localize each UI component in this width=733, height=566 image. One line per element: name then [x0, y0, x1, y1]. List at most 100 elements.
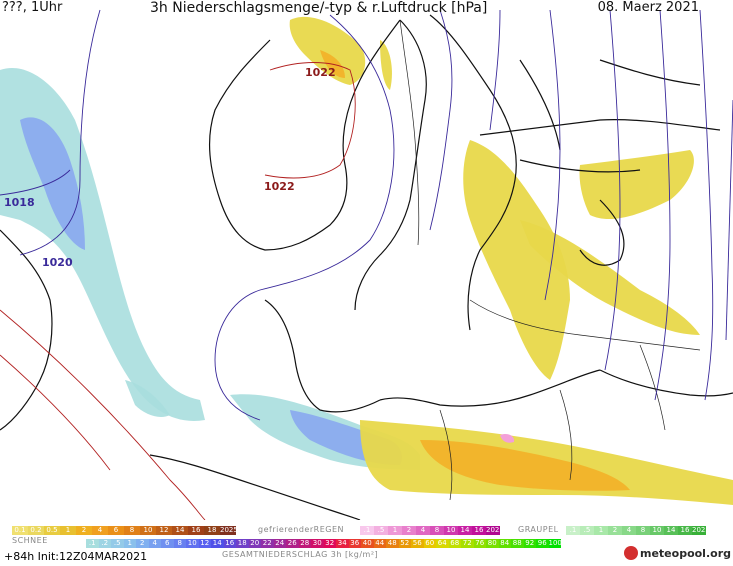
freezing-scale-cell: 14: [458, 526, 472, 535]
total-scale-cell: 6: [161, 539, 174, 548]
precipitation-snow-field: [0, 68, 420, 470]
total-scale-cell: 60: [423, 539, 436, 548]
rain-color-scale: 0.1 0.2 0.5 1 2 4 6 8 10 12 14 16 18 2025+: [12, 526, 244, 535]
graupel-scale-cell: 4: [622, 526, 636, 535]
forecast-date: 08. Maerz 2021: [597, 0, 699, 15]
map-canvas: 1022 1022 1018 1020: [0, 9, 733, 521]
total-scale-cell: 10: [186, 539, 199, 548]
rain-scale-cell: 6: [108, 526, 124, 535]
graupel-scale-cell: 2: [608, 526, 622, 535]
rain-scale-cell: 2: [76, 526, 92, 535]
isobar-label-1020: 1020: [42, 256, 73, 269]
logo-text: meteopool.org: [640, 547, 731, 560]
rain-scale-cell: 0.5: [44, 526, 60, 535]
total-scale-cell: 48: [386, 539, 399, 548]
freezing-scale-cell: .1: [360, 526, 374, 535]
rain-scale-cell: 0.2: [28, 526, 44, 535]
isobars-blue: [0, 9, 733, 421]
rain-scale-cell: 1: [60, 526, 76, 535]
total-scale-cell: 4: [148, 539, 161, 548]
total-scale-cell: 32: [323, 539, 336, 548]
graupel-scale-cell: .1: [566, 526, 580, 535]
graupel-color-scale: .1.5 1 2 4 8 10 14 16 2025+: [566, 526, 716, 535]
graupel-scale-cell: 10: [650, 526, 664, 535]
graupel-scale-cell: 2025+: [692, 526, 716, 535]
total-scale-cell: 34: [336, 539, 349, 548]
freezing-scale-cell: 16: [472, 526, 486, 535]
total-scale-cell: 2: [136, 539, 149, 548]
total-scale-cell: 80: [486, 539, 499, 548]
snow-label: SCHNEE: [12, 536, 48, 545]
total-scale-cell: .2: [98, 539, 111, 548]
total-scale-cell: 56: [411, 539, 424, 548]
freezing-scale-cell: 2: [402, 526, 416, 535]
forecast-time-label: ???, 1Uhr: [2, 0, 63, 15]
weather-map: 1022 1022 1018 1020 ???, 1Uhr 3h Nieders…: [0, 0, 733, 521]
graupel-scale-cell: 8: [636, 526, 650, 535]
total-scale-cell: 16: [223, 539, 236, 548]
freezing-scale-cell: 2025+: [486, 526, 510, 535]
isobar-label-1018: 1018: [4, 196, 35, 209]
freezing-scale-cell: 10: [444, 526, 458, 535]
graupel-scale-cell: 14: [664, 526, 678, 535]
freezing-scale-cell: .5: [374, 526, 388, 535]
total-scale-cell: 84: [498, 539, 511, 548]
total-scale-cell: 72: [461, 539, 474, 548]
total-scale-cell: 96: [536, 539, 549, 548]
total-scale-cell: .5: [111, 539, 124, 548]
isobars-red: [0, 62, 356, 521]
meteopool-logo-icon: [624, 546, 638, 560]
total-scale-cell: 18: [236, 539, 249, 548]
rain-scale-cell: 8: [124, 526, 140, 535]
rain-scale-cell: 12: [156, 526, 172, 535]
map-title: 3h Niederschlagsmenge/-typ & r.Luftdruck…: [150, 0, 488, 16]
total-scale-cell: 30: [311, 539, 324, 548]
coastlines: [0, 14, 733, 521]
total-scale-cell: 44: [373, 539, 386, 548]
meteopool-logo[interactable]: meteopool.org: [624, 546, 731, 560]
total-scale-cell: 24: [273, 539, 286, 548]
total-scale-cell: 100: [548, 539, 562, 548]
graupel-scale-cell: 16: [678, 526, 692, 535]
total-scale-cell: 36: [348, 539, 361, 548]
total-scale-cell: 8: [173, 539, 186, 548]
total-scale-cell: 22: [261, 539, 274, 548]
total-scale-cell: 26: [286, 539, 299, 548]
total-scale-cell: 12: [198, 539, 211, 548]
total-precip-label: GESAMTNIEDERSCHLAG 3h [kg/m²]: [222, 550, 379, 559]
isobar-label-1022-south: 1022: [264, 180, 295, 193]
rain-scale-cell: 2025+: [220, 526, 244, 535]
precipitation-rain-field: [289, 16, 733, 505]
total-scale-cell: 76: [473, 539, 486, 548]
freezing-rain-label: gefrierenderREGEN: [258, 525, 344, 534]
total-scale-cell: .1: [86, 539, 99, 548]
graupel-scale-cell: .5: [580, 526, 594, 535]
freezing-scale-cell: 4: [416, 526, 430, 535]
total-scale-cell: 88: [511, 539, 524, 548]
graupel-label: GRAUPEL: [518, 525, 559, 534]
legend-panel: 0.1 0.2 0.5 1 2 4 6 8 10 12 14 16 18 2025+ gefrierend…: [0, 520, 733, 566]
isobar-label-1022-north: 1022: [305, 66, 336, 79]
freezing-rain-color-scale: .1.5 1 2 4 8 10 14 16 2025+: [360, 526, 510, 535]
total-scale-cell: 92: [523, 539, 536, 548]
total-scale-cell: 28: [298, 539, 311, 548]
freezing-scale-cell: 8: [430, 526, 444, 535]
rain-scale-cell: 16: [188, 526, 204, 535]
total-scale-cell: 52: [398, 539, 411, 548]
model-run-label: +84h Init:12Z04MAR2021: [4, 550, 148, 563]
freezing-scale-cell: 1: [388, 526, 402, 535]
total-scale-cell: 40: [361, 539, 374, 548]
rain-scale-cell: 0.1: [12, 526, 28, 535]
total-precip-color-scale: .1.2.5 1 2 4 6 8 10 12 14 16 18 20 22 24 26 28 30 32 34 36 4…: [86, 539, 562, 548]
rain-scale-cell: 18: [204, 526, 220, 535]
rain-scale-cell: 10: [140, 526, 156, 535]
total-scale-cell: 14: [211, 539, 224, 548]
total-scale-cell: 64: [436, 539, 449, 548]
total-scale-cell: 1: [123, 539, 136, 548]
graupel-scale-cell: 1: [594, 526, 608, 535]
total-scale-cell: 68: [448, 539, 461, 548]
precipitation-freezing-rain-field: [500, 433, 515, 443]
rain-scale-cell: 4: [92, 526, 108, 535]
total-scale-cell: 20: [248, 539, 261, 548]
rain-scale-cell: 14: [172, 526, 188, 535]
